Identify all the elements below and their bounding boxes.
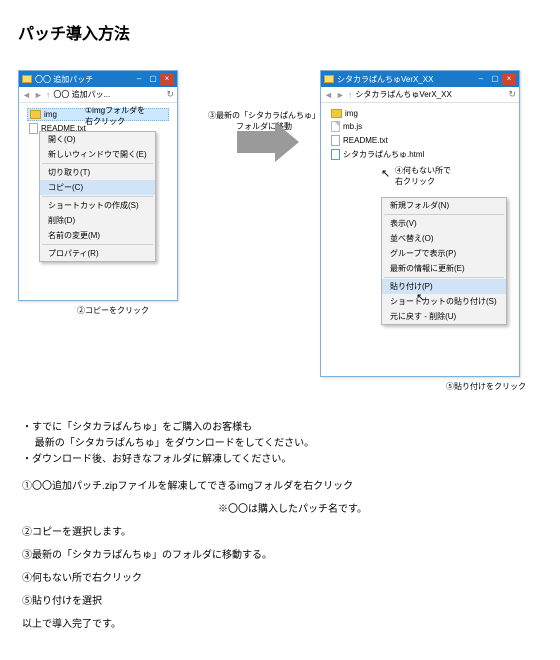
note-line: ・ダウンロード後、お好きなフォルダに解凍してください。 xyxy=(22,452,542,467)
left-explorer-window: 〇〇 追加パッチ – ▢ × ◄ ► ↑ 〇〇 追加パッ... ↻ xyxy=(18,70,178,301)
refresh-icon[interactable]: ↻ xyxy=(166,89,174,100)
ctx-separator xyxy=(384,214,504,215)
right-caption: ⑤貼り付けをクリック xyxy=(320,381,530,392)
refresh-icon[interactable]: ↻ xyxy=(508,89,516,100)
diagram: 〇〇 追加パッチ – ▢ × ◄ ► ↑ 〇〇 追加パッ... ↻ xyxy=(18,70,542,392)
maximize-button[interactable]: ▢ xyxy=(488,73,502,85)
nav-up-icon[interactable]: ↑ xyxy=(46,90,51,100)
folder-icon xyxy=(331,109,342,118)
ctx-sort[interactable]: 並べ替え(O) xyxy=(382,231,506,246)
ctx-group[interactable]: グループで表示(P) xyxy=(382,246,506,261)
breadcrumb[interactable]: シタカラぱんちゅVerX_XX xyxy=(355,89,505,100)
window-titlebar: 〇〇 追加パッチ – ▢ × xyxy=(19,71,177,87)
maximize-button[interactable]: ▢ xyxy=(146,73,160,85)
window-body: img mb.js README.txt シタカラぱんちゅ.html xyxy=(321,103,519,376)
annot-step3: ③最新の「シタカラぱんちゅ」 フォルダに移動 xyxy=(208,110,320,132)
left-column: 〇〇 追加パッチ – ▢ × ◄ ► ↑ 〇〇 追加パッ... ↻ xyxy=(18,70,208,316)
nav-back-icon[interactable]: ◄ xyxy=(22,90,31,100)
window-nav: ◄ ► ↑ シタカラぱんちゅVerX_XX ↻ xyxy=(321,87,519,103)
cursor-area: ↖ ④何もない所で 右クリック xyxy=(381,167,390,180)
step-3: ③最新の「シタカラぱんちゅ」のフォルダに移動する。 xyxy=(22,548,542,564)
ctx-shortcut[interactable]: ショートカットの作成(S) xyxy=(40,198,155,213)
nav-back-icon[interactable]: ◄ xyxy=(324,90,333,100)
ctx-refresh[interactable]: 最新の情報に更新(E) xyxy=(382,261,506,276)
steps: ①〇〇追加パッチ.zipファイルを解凍してできるimgフォルダを右クリック ※〇… xyxy=(18,479,542,633)
html-icon xyxy=(331,149,340,160)
file-label: README.txt xyxy=(343,136,388,145)
ctx-newfolder[interactable]: 新規フォルダ(N) xyxy=(382,198,506,213)
context-menu: 新規フォルダ(N) 表示(V) 並べ替え(O) グループで表示(P) 最新の情報… xyxy=(381,197,507,325)
right-explorer-window: シタカラぱんちゅVerX_XX – ▢ × ◄ ► ↑ シタカラぱんちゅVerX… xyxy=(320,70,520,377)
left-caption: ②コピーをクリック xyxy=(18,305,208,316)
folder-icon xyxy=(324,75,334,83)
js-icon xyxy=(331,121,340,132)
window-body: img README.txt ①imgフォルダを 右クリック 開く(O) 新しい… xyxy=(19,103,177,300)
ctx-view[interactable]: 表示(V) xyxy=(382,216,506,231)
right-column: シタカラぱんちゅVerX_XX – ▢ × ◄ ► ↑ シタカラぱんちゅVerX… xyxy=(320,70,530,392)
ctx-label: ショートカットの貼り付け(S) xyxy=(390,297,497,306)
ctx-paste[interactable]: 貼り付け(P) xyxy=(382,279,506,294)
minimize-button[interactable]: – xyxy=(474,73,488,85)
note-line: 最新の「シタカラぱんちゅ」をダウンロードをしてください。 xyxy=(22,436,542,451)
page-title: パッチ導入方法 xyxy=(18,20,542,44)
step-4: ④何もない所で右クリック xyxy=(22,571,542,587)
annot-step1: ①imgフォルダを 右クリック xyxy=(85,105,145,127)
ctx-separator xyxy=(42,196,153,197)
cursor-icon: ↖ xyxy=(381,168,390,180)
ctx-open-new[interactable]: 新しいウィンドウで開く(E) xyxy=(40,147,155,162)
window-title: シタカラぱんちゅVerX_XX xyxy=(337,74,474,85)
notes: ・すでに「シタカラぱんちゅ」をご購入のお客様も 最新の「シタカラぱんちゅ」をダウ… xyxy=(18,420,542,467)
breadcrumb[interactable]: 〇〇 追加パッ... xyxy=(53,89,110,100)
file-item-mbjs[interactable]: mb.js xyxy=(329,120,511,133)
file-item-img[interactable]: img xyxy=(329,108,511,119)
txt-icon xyxy=(331,135,340,146)
ctx-paste-shortcut[interactable]: ショートカットの貼り付け(S) ↖ xyxy=(382,294,506,309)
file-label: img xyxy=(345,109,358,118)
file-label: img xyxy=(44,110,57,119)
cursor-icon: ↖ xyxy=(416,291,425,304)
file-item-html[interactable]: シタカラぱんちゅ.html xyxy=(329,148,511,161)
ctx-separator xyxy=(384,277,504,278)
middle-column: ③最新の「シタカラぱんちゅ」 フォルダに移動 xyxy=(214,70,314,146)
step-5: ⑤貼り付けを選択 xyxy=(22,594,542,610)
nav-up-icon[interactable]: ↑ xyxy=(348,90,353,100)
ctx-cut[interactable]: 切り取り(T) xyxy=(40,165,155,180)
close-button[interactable]: × xyxy=(502,73,516,85)
nav-fwd-icon[interactable]: ► xyxy=(34,90,43,100)
ctx-properties[interactable]: プロパティ(R) xyxy=(40,246,155,261)
close-button[interactable]: × xyxy=(160,73,174,85)
file-label: シタカラぱんちゅ.html xyxy=(343,149,424,160)
ctx-delete[interactable]: 削除(D) xyxy=(40,213,155,228)
step-2: ②コピーを選択します。 xyxy=(22,525,542,541)
txt-icon xyxy=(29,123,38,134)
ctx-open[interactable]: 開く(O) xyxy=(40,132,155,147)
ctx-separator xyxy=(42,244,153,245)
annot-step4: ④何もない所で 右クリック xyxy=(395,165,451,187)
window-titlebar: シタカラぱんちゅVerX_XX – ▢ × xyxy=(321,71,519,87)
step-1: ①〇〇追加パッチ.zipファイルを解凍してできるimgフォルダを右クリック xyxy=(22,479,542,495)
ctx-separator xyxy=(42,163,153,164)
nav-fwd-icon[interactable]: ► xyxy=(336,90,345,100)
ctx-undo[interactable]: 元に戻す - 削除(U) xyxy=(382,309,506,324)
window-title: 〇〇 追加パッチ xyxy=(35,74,132,85)
note-line: ・すでに「シタカラぱんちゅ」をご購入のお客様も xyxy=(22,420,542,435)
ctx-copy[interactable]: コピー(C) xyxy=(40,180,155,195)
ctx-rename[interactable]: 名前の変更(M) xyxy=(40,228,155,243)
step-done: 以上で導入完了です。 xyxy=(22,617,542,633)
step-1-note: ※〇〇は購入したパッチ名です。 xyxy=(218,502,542,518)
folder-icon xyxy=(22,75,32,83)
folder-icon xyxy=(30,110,41,119)
context-menu: 開く(O) 新しいウィンドウで開く(E) 切り取り(T) コピー(C) ショート… xyxy=(39,131,156,262)
file-label: mb.js xyxy=(343,122,362,131)
window-nav: ◄ ► ↑ 〇〇 追加パッ... ↻ xyxy=(19,87,177,103)
minimize-button[interactable]: – xyxy=(132,73,146,85)
file-item-readme[interactable]: README.txt xyxy=(329,134,511,147)
